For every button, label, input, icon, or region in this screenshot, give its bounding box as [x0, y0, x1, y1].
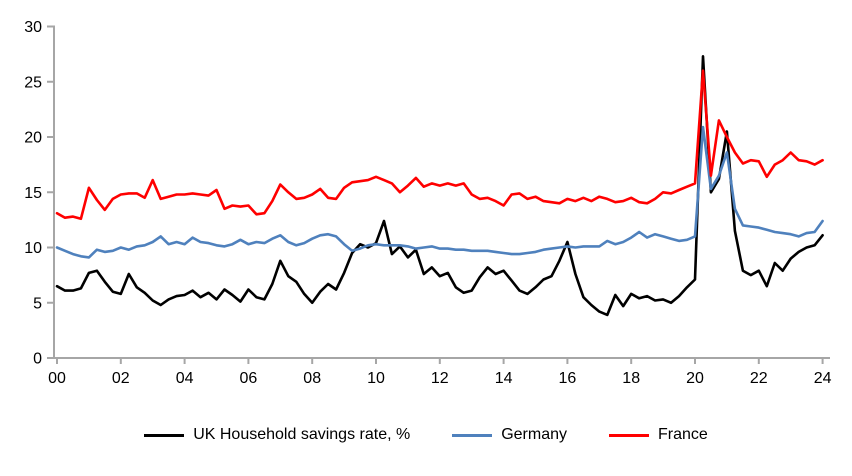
savings-rate-line-chart: 0 5 10 15 20 25 30 00 02 04 06 08 10 12 14 16 18 20 22 24 [24, 19, 832, 387]
x-axis-tick-label: 08 [303, 370, 321, 387]
x-axis-tick-label: 20 [686, 370, 704, 387]
france-line-swatch-icon [609, 433, 649, 437]
x-axis-tick-label: 16 [559, 370, 577, 387]
legend-label-germany: Germany [501, 426, 567, 443]
uk-line-swatch-icon [144, 433, 185, 437]
x-axis-tick-label: 04 [176, 370, 194, 387]
x-axis-tick-label: 02 [112, 370, 130, 387]
legend-item-uk: UK Household savings rate, % [144, 426, 410, 444]
y-axis-tick-label: 10 [24, 240, 42, 257]
x-axis-tick-label: 06 [240, 370, 258, 387]
x-axis-tick-label: 12 [431, 370, 449, 387]
series-line-germany [55, 125, 824, 259]
legend-item-france: France [609, 426, 708, 444]
y-axis-tick-label: 5 [33, 295, 42, 312]
series-line-france [55, 69, 824, 221]
y-axis-tick-label: 25 [24, 74, 42, 91]
germany-line-swatch-icon [452, 433, 493, 437]
y-axis-tick-label: 30 [24, 19, 42, 36]
legend-label-france: France [658, 426, 708, 443]
x-axis-tick-label: 22 [750, 370, 768, 387]
x-axis-tick-label: 14 [495, 370, 513, 387]
x-axis-tick-label: 18 [622, 370, 640, 387]
series-line-uk-household-savings-rate [55, 54, 824, 317]
y-axis-tick-label: 0 [33, 351, 42, 368]
y-axis-tick-label: 15 [24, 185, 42, 202]
x-axis-tick-label: 24 [814, 370, 832, 387]
x-axis-tick-label: 10 [367, 370, 385, 387]
x-axis-tick-label: 00 [48, 370, 66, 387]
legend-label-uk: UK Household savings rate, % [193, 426, 411, 443]
y-axis-tick-label: 20 [24, 130, 42, 147]
legend-item-germany: Germany [452, 426, 567, 444]
legend: UK Household savings rate, % Germany Fra… [0, 426, 852, 444]
